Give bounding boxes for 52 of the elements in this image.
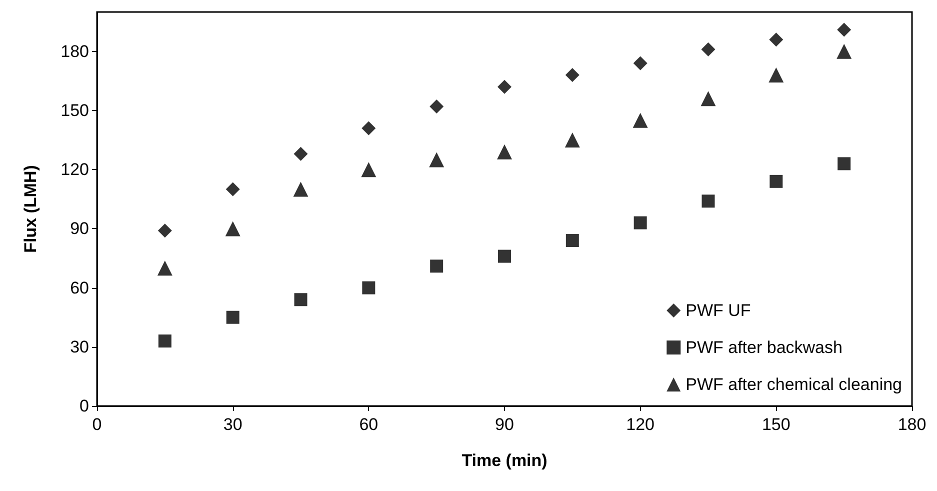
point [837, 22, 852, 37]
point [293, 182, 308, 197]
point [497, 144, 512, 160]
point [430, 260, 444, 273]
point [632, 112, 648, 128]
point [294, 146, 308, 161]
point [498, 80, 512, 94]
x-tick-label: 90 [495, 415, 514, 434]
point [566, 234, 579, 248]
point [565, 68, 580, 82]
point [838, 157, 851, 170]
point [770, 174, 783, 188]
point [634, 216, 647, 230]
x-axis-title: Time (min) [462, 451, 548, 470]
point [702, 194, 715, 208]
y-tick-label: 0 [80, 396, 89, 416]
y-tick-label: 60 [70, 278, 89, 298]
point [700, 91, 716, 106]
point [362, 121, 376, 136]
point [226, 182, 240, 196]
point [158, 224, 172, 238]
y-axis-title: Flux (LMH) [21, 165, 40, 253]
x-tick-label: 120 [626, 415, 655, 434]
y-tick-label: 90 [70, 219, 89, 238]
legend-label: PWF after backwash [686, 338, 842, 357]
x-tick-label: 60 [359, 415, 378, 434]
x-tick-label: 180 [898, 415, 926, 434]
point [498, 250, 511, 263]
point [362, 281, 376, 294]
legend-label: PWF UF [686, 301, 751, 320]
point [769, 32, 784, 47]
point [430, 100, 444, 114]
y-tick-label: 150 [60, 101, 89, 120]
point [768, 68, 784, 83]
x-tick-label: 150 [762, 415, 790, 434]
y-tick-label: 30 [70, 337, 89, 356]
point [701, 42, 716, 56]
point [836, 44, 852, 59]
y-tick-label: 180 [60, 42, 89, 61]
point [225, 221, 240, 236]
x-tick-label: 30 [223, 415, 242, 434]
point [158, 334, 172, 348]
point [361, 162, 376, 178]
point [429, 152, 444, 168]
x-tick-label: 0 [92, 415, 102, 434]
point [633, 56, 648, 70]
legend-label: PWF after chemical cleaning [686, 375, 902, 394]
point [294, 293, 308, 306]
y-tick-label: 120 [60, 160, 89, 180]
point [226, 310, 240, 324]
point [564, 132, 580, 148]
point [157, 260, 172, 276]
